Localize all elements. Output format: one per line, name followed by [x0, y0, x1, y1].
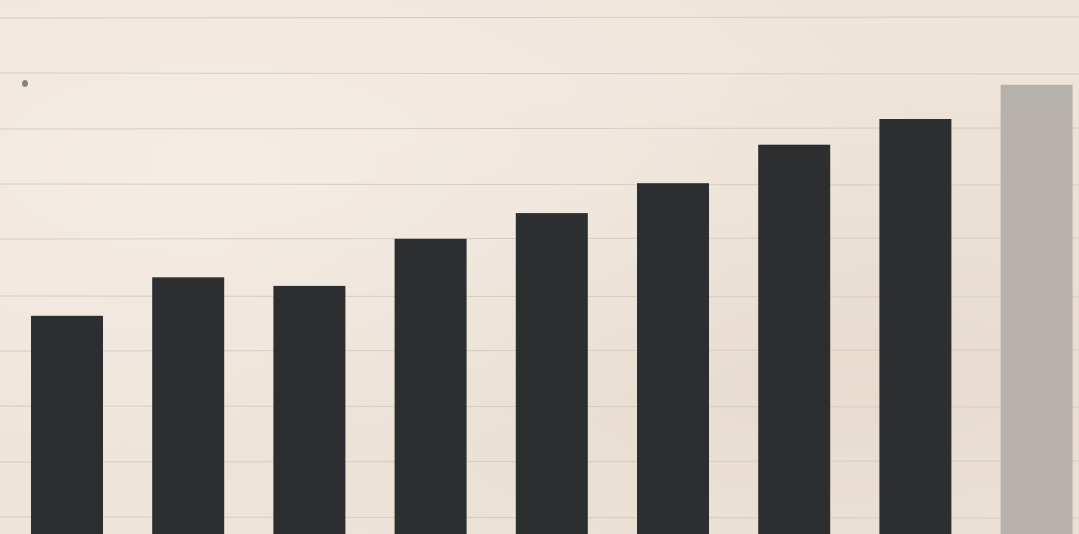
bar: [879, 119, 952, 534]
bar: [273, 285, 346, 534]
bar: [515, 213, 588, 534]
bars: [31, 84, 1073, 534]
bar: [31, 315, 103, 534]
grid-line: [0, 72, 1079, 75]
bar: [152, 277, 225, 534]
ink-speck: [22, 80, 28, 87]
bar-highlight: [1000, 84, 1073, 534]
bar: [637, 183, 709, 534]
bar: [394, 238, 467, 534]
bar: [758, 144, 831, 534]
grid-line: [0, 16, 1079, 19]
